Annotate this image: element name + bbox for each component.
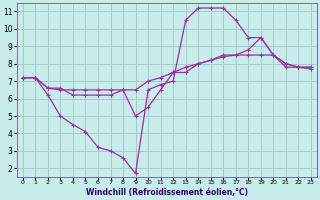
X-axis label: Windchill (Refroidissement éolien,°C): Windchill (Refroidissement éolien,°C) <box>86 188 248 197</box>
